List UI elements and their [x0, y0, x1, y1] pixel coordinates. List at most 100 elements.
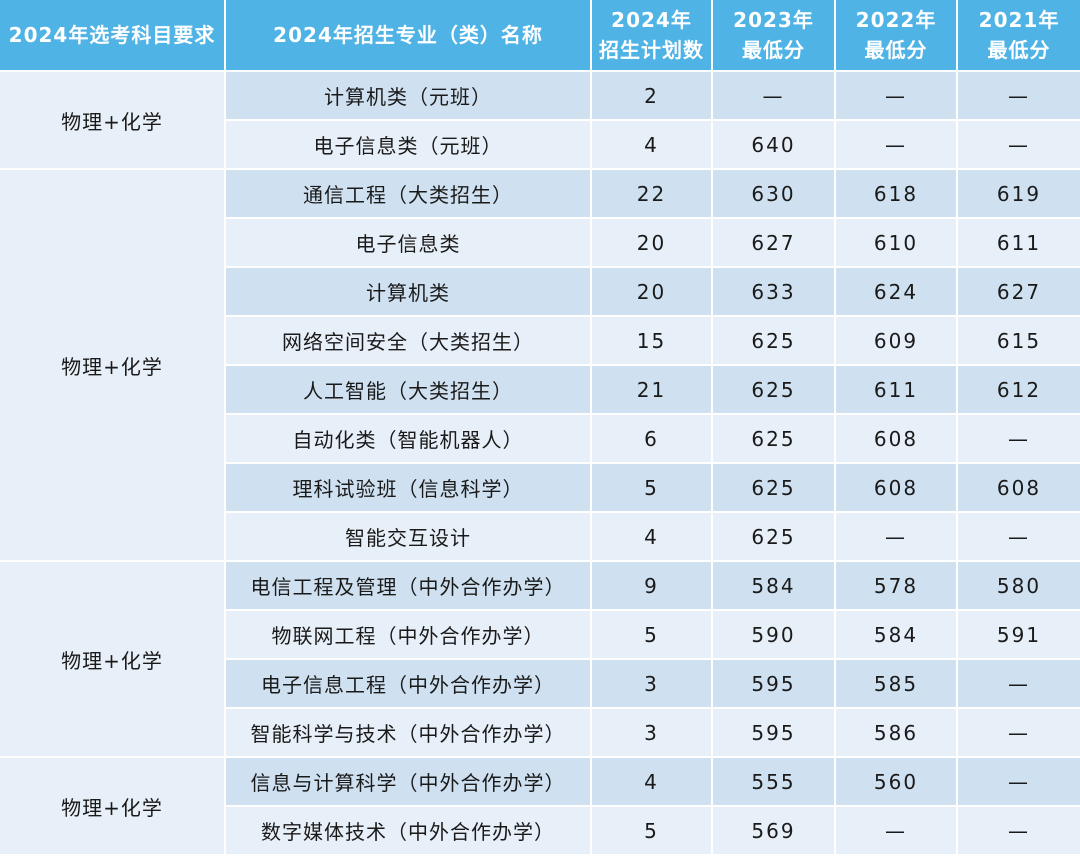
min-score-2023-cell: 590	[713, 611, 836, 660]
min-score-2021-cell: 615	[958, 317, 1080, 366]
header-2023-label: 最低分	[742, 38, 805, 62]
plan-count-cell: 20	[592, 219, 713, 268]
plan-count-cell: 4	[592, 121, 713, 170]
min-score-2023-cell: —	[713, 72, 836, 121]
header-2022-year: 2022年	[855, 8, 937, 32]
table-row: 数字媒体技术（中外合作办学） 5 569— —	[0, 807, 1080, 856]
min-score-2022-cell: —	[836, 121, 958, 170]
plan-count-cell: 9	[592, 562, 713, 611]
min-score-2022-cell: 608	[836, 415, 958, 464]
header-2021-year: 2021年	[978, 8, 1060, 32]
min-score-2021-cell: —	[958, 121, 1080, 170]
major-name-cell: 智能交互设计	[226, 513, 592, 562]
min-score-2023-cell: 569	[713, 807, 836, 856]
plan-count-cell: 6	[592, 415, 713, 464]
table-row: 智能交互设计 4 625— —	[0, 513, 1080, 562]
major-name-cell: 计算机类	[226, 268, 592, 317]
table-row: 物联网工程（中外合作办学） 5 590 584 591	[0, 611, 1080, 660]
subject-requirement-cell: 物理+化学	[0, 72, 226, 170]
table-header: 2024年选考科目要求 2024年招生专业（类）名称 2024年 招生计划数 2…	[0, 0, 1080, 72]
min-score-2022-cell: 611	[836, 366, 958, 415]
min-score-2022-cell: 608	[836, 464, 958, 513]
major-name-cell: 智能科学与技术（中外合作办学）	[226, 709, 592, 758]
major-name-cell: 人工智能（大类招生）	[226, 366, 592, 415]
plan-count-cell: 22	[592, 170, 713, 219]
min-score-2021-cell: 612	[958, 366, 1080, 415]
table-row: 人工智能（大类招生） 21 625 611 612	[0, 366, 1080, 415]
min-score-2023-cell: 625	[713, 317, 836, 366]
plan-count-cell: 15	[592, 317, 713, 366]
table-row: 物理+化学 计算机类（元班） 2— — —	[0, 72, 1080, 170]
plan-count-cell: 3	[592, 709, 713, 758]
header-major-name: 2024年招生专业（类）名称	[226, 0, 592, 72]
min-score-2022-cell: —	[836, 513, 958, 562]
plan-count-cell: 4	[592, 513, 713, 562]
major-name-cell: 电子信息工程（中外合作办学）	[226, 660, 592, 709]
table-row: 网络空间安全（大类招生） 15 625 609 615	[0, 317, 1080, 366]
min-score-2022-cell: 584	[836, 611, 958, 660]
min-score-2021-cell: 627	[958, 268, 1080, 317]
table-body: 物理+化学 计算机类（元班） 2— — — 电子信息类（元班） 4 640— — 物理+化学 通信工…	[0, 72, 1080, 856]
min-score-2023-cell: 640	[713, 121, 836, 170]
table-row: 物理+化学 通信工程（大类招生） 22 630 618 619	[0, 170, 1080, 562]
min-score-2022-cell: 585	[836, 660, 958, 709]
min-score-2023-cell: 630	[713, 170, 836, 219]
min-score-2021-cell: —	[958, 415, 1080, 464]
min-score-2023-cell: 595	[713, 709, 836, 758]
major-name-cell: 网络空间安全（大类招生）	[226, 317, 592, 366]
plan-count-cell: 2	[592, 72, 713, 121]
table-row: 电子信息工程（中外合作办学） 3 595 585—	[0, 660, 1080, 709]
min-score-2022-cell: 560	[836, 758, 958, 807]
min-score-2022-cell: —	[836, 72, 958, 121]
table-row: 电子信息类（元班） 4 640— —	[0, 121, 1080, 170]
min-score-2023-cell: 625	[713, 513, 836, 562]
min-score-2022-cell: 610	[836, 219, 958, 268]
table-row: 物理+化学 信息与计算科学（中外合作办学） 4 555 560—	[0, 758, 1080, 856]
plan-count-cell: 21	[592, 366, 713, 415]
header-2021-label: 最低分	[987, 38, 1051, 62]
min-score-2022-cell: 618	[836, 170, 958, 219]
min-score-2023-cell: 625	[713, 366, 836, 415]
subject-requirement-cell: 物理+化学	[0, 170, 226, 562]
major-name-cell: 电子信息类	[226, 219, 592, 268]
header-subject-requirement: 2024年选考科目要求	[0, 0, 226, 72]
min-score-2022-cell: 586	[836, 709, 958, 758]
plan-count-cell: 5	[592, 464, 713, 513]
min-score-2021-cell: —	[958, 709, 1080, 758]
min-score-2023-cell: 595	[713, 660, 836, 709]
subject-requirement-cell: 物理+化学	[0, 562, 226, 758]
min-score-2021-cell: 611	[958, 219, 1080, 268]
major-name-cell: 自动化类（智能机器人）	[226, 415, 592, 464]
min-score-2021-cell: 580	[958, 562, 1080, 611]
min-score-2023-cell: 625	[713, 415, 836, 464]
major-name-cell: 数字媒体技术（中外合作办学）	[226, 807, 592, 856]
major-name-cell: 物联网工程（中外合作办学）	[226, 611, 592, 660]
header-2023-year: 2023年	[733, 8, 814, 32]
plan-count-cell: 4	[592, 758, 713, 807]
min-score-2021-cell: 608	[958, 464, 1080, 513]
min-score-2023-cell: 584	[713, 562, 836, 611]
header-2022-label: 最低分	[864, 38, 928, 62]
header-2024-plan: 2024年 招生计划数	[592, 0, 713, 72]
min-score-2021-cell: —	[958, 513, 1080, 562]
table-row: 理科试验班（信息科学） 5 625 608 608	[0, 464, 1080, 513]
major-name-cell: 电子信息类（元班）	[226, 121, 592, 170]
min-score-2023-cell: 555	[713, 758, 836, 807]
min-score-2021-cell: —	[958, 758, 1080, 807]
min-score-2021-cell: —	[958, 807, 1080, 856]
min-score-2021-cell: —	[958, 72, 1080, 121]
plan-count-cell: 20	[592, 268, 713, 317]
table-row: 计算机类 20 633 624 627	[0, 268, 1080, 317]
header-2022-min-score: 2022年 最低分	[836, 0, 958, 72]
min-score-2023-cell: 633	[713, 268, 836, 317]
header-2023-min-score: 2023年 最低分	[713, 0, 836, 72]
table-row: 自动化类（智能机器人） 6 625 608—	[0, 415, 1080, 464]
table-row: 智能科学与技术（中外合作办学） 3 595 586—	[0, 709, 1080, 758]
plan-count-cell: 5	[592, 611, 713, 660]
min-score-2022-cell: 609	[836, 317, 958, 366]
table-row: 物理+化学 电信工程及管理（中外合作办学） 9 584 578 580	[0, 562, 1080, 758]
table-row: 电子信息类 20 627 610 611	[0, 219, 1080, 268]
major-name-cell: 电信工程及管理（中外合作办学）	[226, 562, 592, 611]
plan-count-cell: 3	[592, 660, 713, 709]
